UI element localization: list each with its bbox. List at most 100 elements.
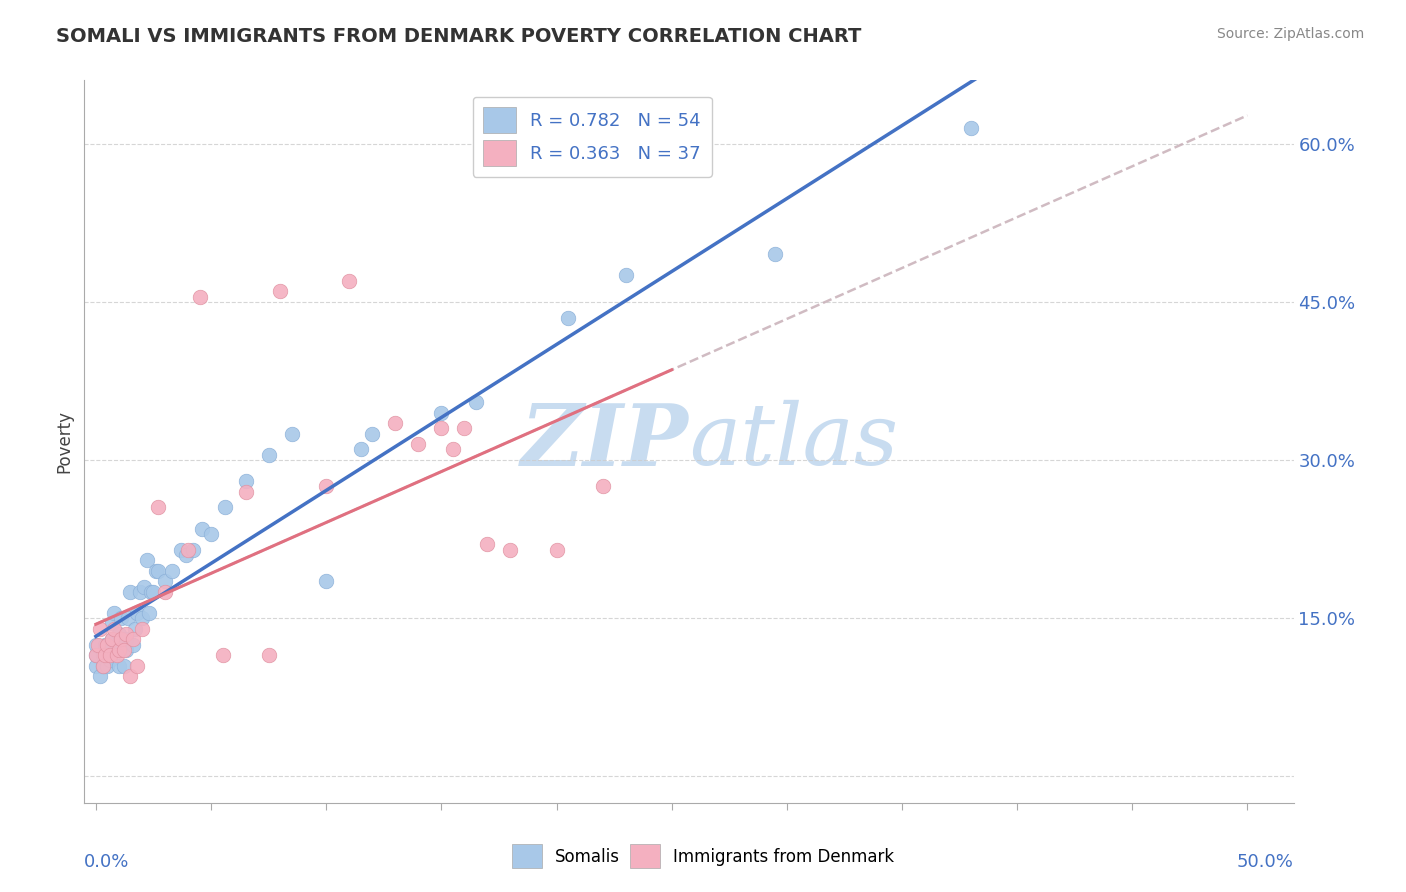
Point [84,648,107,662]
Point [181,542,204,557]
Point [188,289,211,303]
Point [135,553,157,567]
Point [127,606,149,620]
Point [145,564,167,578]
Point [103,606,125,620]
Point [120,669,142,683]
Point [214,500,236,515]
Point [153,574,176,589]
Point [477,537,499,551]
Point [89,669,111,683]
Point [114,632,136,647]
Point [557,310,579,325]
Point [257,648,280,662]
Point [105,648,128,662]
Point [146,564,169,578]
Point [120,585,142,599]
Point [101,632,124,647]
Point [84,638,107,652]
Point [453,421,475,435]
Text: 0.0%: 0.0% [84,854,129,871]
Point [170,542,193,557]
Point [98,643,121,657]
Point [121,638,143,652]
Point [960,120,983,135]
Point [110,611,132,625]
Point [337,274,360,288]
Point [103,622,125,636]
Point [146,500,169,515]
Point [108,643,131,657]
Point [84,648,107,662]
Legend: R = 0.782   N = 54, R = 0.363   N = 37: R = 0.782 N = 54, R = 0.363 N = 37 [472,96,711,177]
Point [177,542,200,557]
Point [117,611,139,625]
Point [235,484,257,499]
Point [211,648,233,662]
Point [96,638,118,652]
Point [153,585,176,599]
Point [128,585,150,599]
Point [131,611,153,625]
Point [84,658,107,673]
Point [200,526,222,541]
Text: SOMALI VS IMMIGRANTS FROM DENMARK POVERTY CORRELATION CHART: SOMALI VS IMMIGRANTS FROM DENMARK POVERT… [56,27,862,45]
Point [141,585,163,599]
Point [89,622,111,636]
Point [384,416,406,430]
Point [441,442,464,457]
Point [174,548,197,562]
Point [114,643,136,657]
Point [96,658,118,673]
Point [112,658,135,673]
Text: 50.0%: 50.0% [1237,854,1294,871]
Point [315,479,337,493]
Text: Source: ZipAtlas.com: Source: ZipAtlas.com [1216,27,1364,41]
Point [269,284,291,298]
Point [124,622,146,636]
Point [98,653,121,667]
Text: ZIP: ZIP [522,400,689,483]
Point [91,648,114,662]
Point [112,643,135,657]
Point [257,448,280,462]
Point [142,585,165,599]
Legend: Somalis, Immigrants from Denmark: Somalis, Immigrants from Denmark [505,838,901,875]
Point [131,622,153,636]
Point [108,627,131,641]
Point [350,442,373,457]
Point [138,606,160,620]
Point [499,542,522,557]
Point [763,247,786,261]
Point [430,405,453,419]
Point [464,395,486,409]
Point [91,658,114,673]
Point [91,658,114,673]
Point [121,632,143,647]
Point [134,580,156,594]
Point [87,638,110,652]
Point [101,616,124,631]
Point [430,421,453,435]
Point [114,627,136,641]
Point [94,638,117,652]
Point [101,632,124,647]
Point [315,574,337,589]
Point [546,542,568,557]
Point [408,437,430,451]
Point [235,474,257,488]
Y-axis label: Poverty: Poverty [55,410,73,473]
Point [110,632,132,647]
Point [614,268,637,283]
Point [160,564,183,578]
Point [280,426,302,441]
Point [108,658,131,673]
Point [592,479,614,493]
Point [361,426,384,441]
Point [108,643,131,657]
Point [94,648,117,662]
Text: atlas: atlas [689,401,898,483]
Point [191,522,214,536]
Point [98,648,121,662]
Point [127,658,149,673]
